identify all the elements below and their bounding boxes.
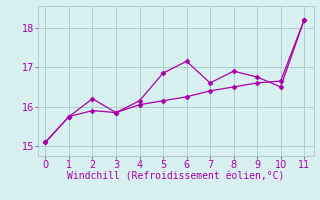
X-axis label: Windchill (Refroidissement éolien,°C): Windchill (Refroidissement éolien,°C) <box>67 172 285 182</box>
